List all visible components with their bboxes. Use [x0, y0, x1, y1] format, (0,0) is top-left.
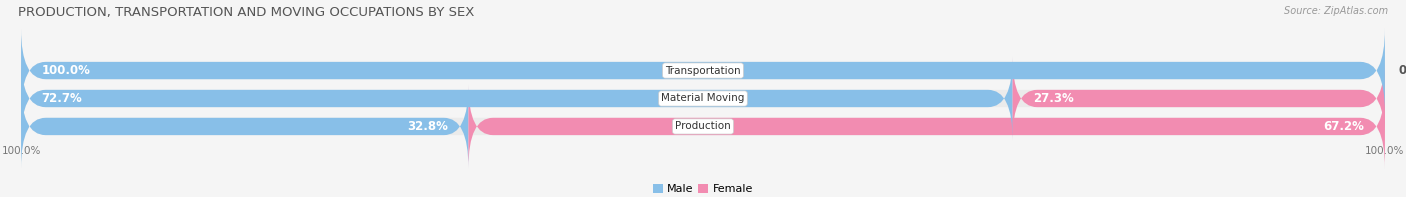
Legend: Male, Female: Male, Female: [648, 179, 758, 197]
Text: 67.2%: 67.2%: [1323, 120, 1364, 133]
Text: 72.7%: 72.7%: [42, 92, 83, 105]
Text: 27.3%: 27.3%: [1033, 92, 1074, 105]
FancyBboxPatch shape: [21, 57, 1385, 140]
FancyBboxPatch shape: [1012, 57, 1385, 140]
FancyBboxPatch shape: [21, 85, 468, 168]
FancyBboxPatch shape: [468, 85, 1385, 168]
Text: Transportation: Transportation: [665, 66, 741, 75]
Text: 100.0%: 100.0%: [42, 64, 90, 77]
Text: Material Moving: Material Moving: [661, 94, 745, 103]
FancyBboxPatch shape: [21, 29, 1385, 112]
Text: Source: ZipAtlas.com: Source: ZipAtlas.com: [1284, 6, 1388, 16]
Text: PRODUCTION, TRANSPORTATION AND MOVING OCCUPATIONS BY SEX: PRODUCTION, TRANSPORTATION AND MOVING OC…: [18, 6, 475, 19]
Text: 0.0%: 0.0%: [1399, 64, 1406, 77]
FancyBboxPatch shape: [21, 57, 1012, 140]
FancyBboxPatch shape: [21, 85, 1385, 168]
FancyBboxPatch shape: [21, 29, 1385, 112]
Text: Production: Production: [675, 122, 731, 131]
Text: 32.8%: 32.8%: [408, 120, 449, 133]
